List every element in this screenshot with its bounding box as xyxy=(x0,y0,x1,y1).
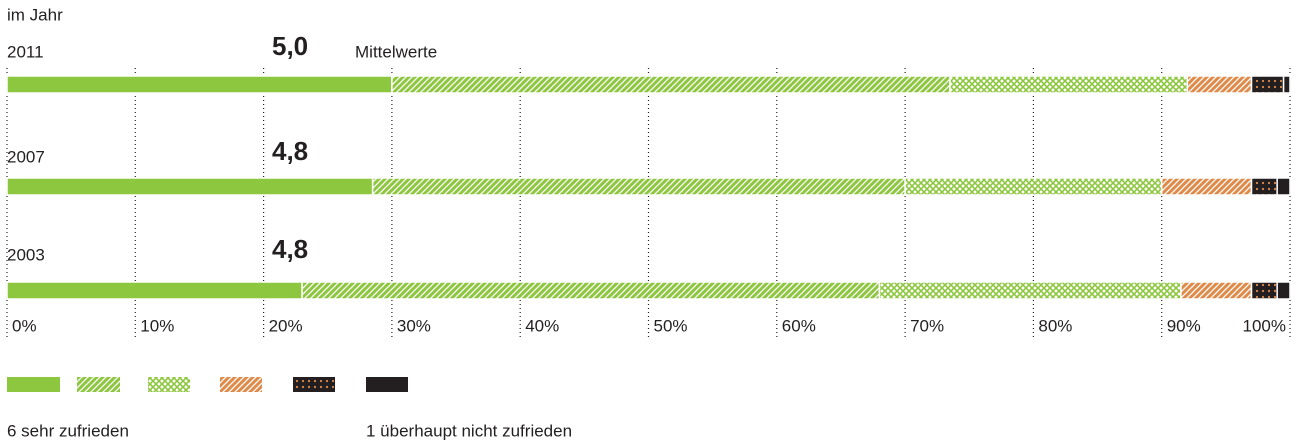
mean-label: 5,0 xyxy=(272,31,308,61)
bar-segment xyxy=(301,281,881,300)
x-tick-label: 90% xyxy=(1167,316,1201,335)
bar-segment xyxy=(1276,281,1291,300)
legend-label: 1 überhaupt nicht zufrieden xyxy=(366,421,572,440)
legend-swatch xyxy=(148,377,190,392)
bar-segment xyxy=(371,177,906,196)
x-tick-label: 60% xyxy=(782,316,816,335)
x-tick-label: 20% xyxy=(269,316,303,335)
bar-segment xyxy=(1180,281,1253,300)
mean-label: 4,8 xyxy=(272,234,308,264)
legend-label: 6 sehr zufrieden xyxy=(7,421,129,440)
bar-segment xyxy=(1276,177,1291,196)
x-tick-label: 10% xyxy=(140,316,174,335)
bar-segment xyxy=(949,75,1189,94)
legend-swatch xyxy=(366,377,408,392)
x-tick-label: 50% xyxy=(654,316,688,335)
category-label: 2003 xyxy=(7,245,45,264)
bar-segment xyxy=(391,75,951,94)
x-tick-label: 40% xyxy=(525,316,559,335)
bar-segment xyxy=(1250,75,1285,94)
mean-title: Mittelwerte xyxy=(355,42,437,61)
x-tick-label: 80% xyxy=(1038,316,1072,335)
category-label: 2011 xyxy=(7,42,44,61)
bar-segment xyxy=(6,281,303,300)
bar-segment xyxy=(1250,281,1278,300)
legend-swatch xyxy=(77,377,120,392)
bar-segment xyxy=(6,75,393,94)
legend-swatch xyxy=(7,377,60,392)
bar-segment xyxy=(1160,177,1253,196)
legend-swatch xyxy=(220,377,262,392)
legend-swatch xyxy=(293,377,335,392)
bar-segment xyxy=(6,177,374,196)
category-label: 2007 xyxy=(7,147,45,166)
bar-segment xyxy=(1250,177,1278,196)
bar-segment xyxy=(878,281,1182,300)
x-tick-label: 0% xyxy=(12,316,37,335)
mean-label: 4,8 xyxy=(272,136,308,166)
bar-segment xyxy=(1282,75,1291,94)
y-axis-label: im Jahr xyxy=(7,5,63,24)
x-tick-label: 70% xyxy=(910,316,944,335)
x-tick-label: 30% xyxy=(397,316,431,335)
bar-segment xyxy=(904,177,1163,196)
bar-segment xyxy=(1186,75,1253,94)
x-tick-label: 100% xyxy=(1243,316,1286,335)
